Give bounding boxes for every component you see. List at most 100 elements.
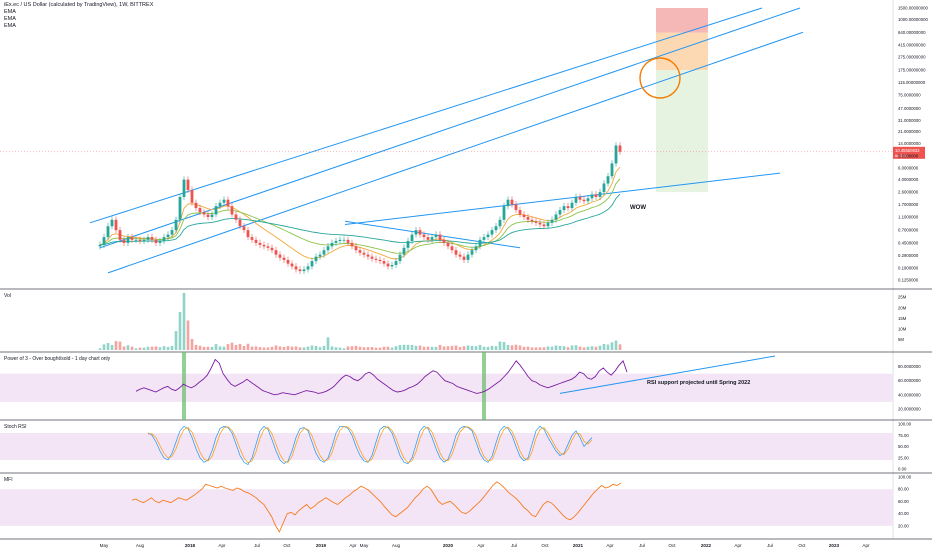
candle-body — [550, 219, 554, 223]
candle-body — [406, 241, 410, 248]
indicator-ema-3[interactable]: EMA — [4, 23, 16, 29]
candle-body — [382, 261, 386, 264]
candle-body — [438, 234, 442, 240]
volume-bar — [374, 347, 378, 350]
candle-body — [234, 214, 238, 220]
volume-bar — [398, 344, 402, 350]
rsi-highlight-2 — [482, 352, 486, 420]
mfi-tick-label: 40.00 — [898, 511, 909, 516]
time-axis-label: Apr — [218, 543, 226, 548]
volume-bar — [130, 346, 134, 350]
chart-header: iEx.ec / US Dollar (calculated by Tradin… — [4, 2, 153, 30]
candle-body — [142, 239, 146, 242]
volume-bar — [162, 346, 166, 350]
volume-bar — [402, 344, 406, 350]
ema-mid-line — [99, 178, 621, 254]
price-tick-label: 415.00000000 — [898, 43, 926, 48]
candle-body — [334, 241, 338, 243]
last-price-countdown: 6d 14h — [895, 153, 907, 158]
volume-bar — [314, 345, 318, 350]
volume-bar — [254, 346, 258, 350]
support-trend-line — [344, 172, 781, 225]
volume-bar — [414, 345, 418, 350]
volume-bar — [362, 347, 366, 350]
candle-body — [426, 237, 430, 240]
volume-bar — [518, 345, 522, 350]
stoch-band — [0, 433, 893, 460]
price-tick-label: 14.0000000 — [898, 141, 921, 146]
volume-bar — [258, 347, 262, 350]
candle-body — [434, 234, 438, 238]
volume-bar — [458, 347, 462, 350]
volume-bar — [614, 340, 618, 350]
candle-body — [414, 230, 418, 235]
rsi-tick-label: 40.0000000 — [898, 392, 921, 397]
time-axis-label: 2018 — [185, 543, 196, 548]
price-tick-label: 6.0000000 — [898, 165, 919, 170]
candle-body — [318, 254, 322, 257]
candle-body — [614, 145, 618, 164]
candle-body — [98, 244, 102, 247]
price-tick-label: 640.00000000 — [898, 30, 926, 35]
symbol-title: iEx.ec / US Dollar (calculated by Tradin… — [4, 2, 154, 8]
time-axis-label: 2019 — [316, 543, 327, 548]
candle-body — [366, 254, 370, 257]
volume-bar — [522, 346, 526, 350]
time-axis-label: Apr — [606, 543, 614, 548]
last-price-label: 10.45550833 — [895, 148, 920, 153]
volume-bar — [530, 347, 534, 350]
price-tick-label: 1.7000000 — [898, 202, 919, 207]
volume-bar — [590, 346, 594, 350]
volume-bar — [226, 344, 230, 350]
candle-body — [454, 250, 458, 255]
volume-bar — [182, 293, 186, 350]
volume-tick-label: 25M — [898, 295, 907, 300]
candle-body — [214, 206, 218, 215]
candle-body — [486, 234, 490, 238]
volume-bar — [486, 346, 490, 350]
volume-bar — [358, 346, 362, 350]
time-axis-label: May — [100, 543, 109, 548]
time-axis-label: Jul — [254, 543, 260, 548]
candle-body — [342, 239, 346, 241]
mfi-band — [0, 489, 893, 526]
price-tick-label: 75.0000000 — [898, 92, 921, 97]
rsi-support-line — [559, 355, 776, 394]
volume-bar — [354, 345, 358, 350]
indicator-ema-1[interactable]: EMA — [4, 9, 16, 15]
candle-body — [218, 202, 222, 207]
volume-bar — [346, 346, 350, 350]
stoch-tick-label: 0.00 — [898, 467, 907, 472]
candle-body — [514, 204, 518, 211]
candle-body — [302, 269, 306, 272]
candle-body — [146, 237, 150, 240]
volume-bar — [298, 347, 302, 350]
volume-bar — [478, 344, 482, 350]
volume-bar — [198, 345, 202, 350]
candle-body — [250, 237, 254, 240]
price-tick-label: 21.0000000 — [898, 129, 921, 134]
candle-body — [210, 214, 214, 218]
volume-bar — [270, 346, 274, 350]
volume-tick-label: 10M — [898, 326, 907, 331]
candle-body — [134, 239, 138, 241]
volume-bar — [294, 346, 298, 350]
time-axis-label: Jul — [767, 543, 773, 548]
candle-body — [522, 214, 526, 218]
candle-body — [598, 192, 602, 197]
time-axis-label: Oct — [798, 543, 806, 548]
candle-body — [394, 261, 398, 265]
candle-body — [206, 214, 210, 218]
volume-bar — [238, 344, 242, 350]
candle-body — [566, 206, 570, 209]
candle-body — [506, 199, 510, 207]
volume-bar — [430, 346, 434, 350]
target-zone-green — [656, 70, 708, 193]
indicator-ema-2[interactable]: EMA — [4, 16, 16, 22]
candle-body — [442, 239, 446, 243]
volume-bar — [510, 345, 514, 350]
price-tick-label: 1500.00000000 — [898, 6, 928, 11]
candle-body — [182, 179, 186, 197]
rsi-highlight-1 — [182, 352, 186, 420]
